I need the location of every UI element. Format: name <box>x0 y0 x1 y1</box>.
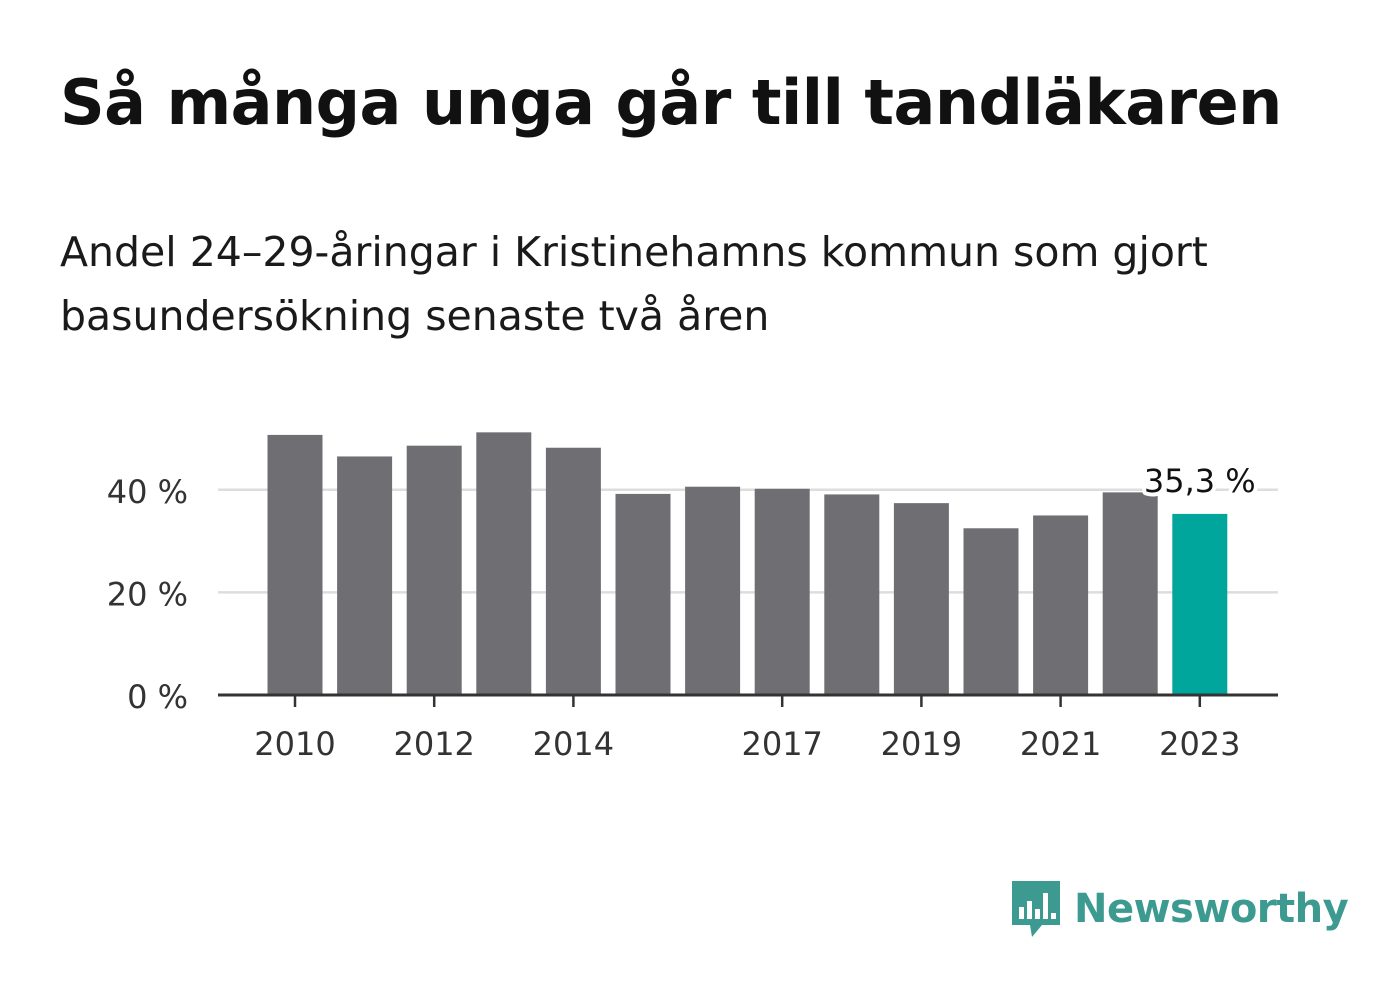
bar-2015 <box>615 493 671 695</box>
bars <box>267 432 1228 695</box>
bar-2017 <box>754 488 810 695</box>
bar-2020 <box>963 528 1019 695</box>
bar-2023 <box>1172 513 1228 695</box>
chart-title: Så många unga går till tandläkaren <box>60 66 1282 139</box>
bar-2022 <box>1102 492 1158 695</box>
chart-subtitle: Andel 24–29-åringar i Kristinehamns komm… <box>60 228 1208 340</box>
x-tick-label: 2012 <box>393 725 474 763</box>
value-label-halo: 35,3 % <box>1144 462 1256 500</box>
newsworthy-logo: Newsworthy <box>1010 878 1349 940</box>
gridlines <box>218 488 1278 594</box>
x-tick-label: 2019 <box>881 725 962 763</box>
y-tick-label: 0 % <box>127 678 188 716</box>
x-tick-label: 2017 <box>741 725 822 763</box>
bar-2010 <box>267 434 323 695</box>
y-tick-label: 40 % <box>107 473 188 511</box>
x-tick-label: 2021 <box>1020 725 1101 763</box>
x-tick-label: 2023 <box>1159 725 1240 763</box>
bar-2018 <box>824 494 880 695</box>
newsworthy-logo-icon <box>1012 881 1060 937</box>
bar-2016 <box>685 486 741 695</box>
x-tick-label: 2014 <box>533 725 614 763</box>
bar-2013 <box>476 432 532 695</box>
bar-2021 <box>1033 515 1089 695</box>
axis-labels: 0 %20 %40 % 35,3 %35,3 %2010 2012 2014 2017 2… <box>107 458 1260 763</box>
bar-2019 <box>893 503 949 695</box>
bar-2014 <box>545 447 601 695</box>
y-tick-label: 20 % <box>107 575 188 613</box>
value-label: 35,3 % <box>1144 462 1256 500</box>
bar-2011 <box>337 456 393 695</box>
x-tick-label: 2010 <box>254 725 335 763</box>
bar-chart: 0 %20 %40 % 35,3 %35,3 %2010 2012 2014 2017 2… <box>107 432 1278 763</box>
bar-2012 <box>406 445 462 695</box>
brand-name: Newsworthy <box>1074 886 1349 932</box>
